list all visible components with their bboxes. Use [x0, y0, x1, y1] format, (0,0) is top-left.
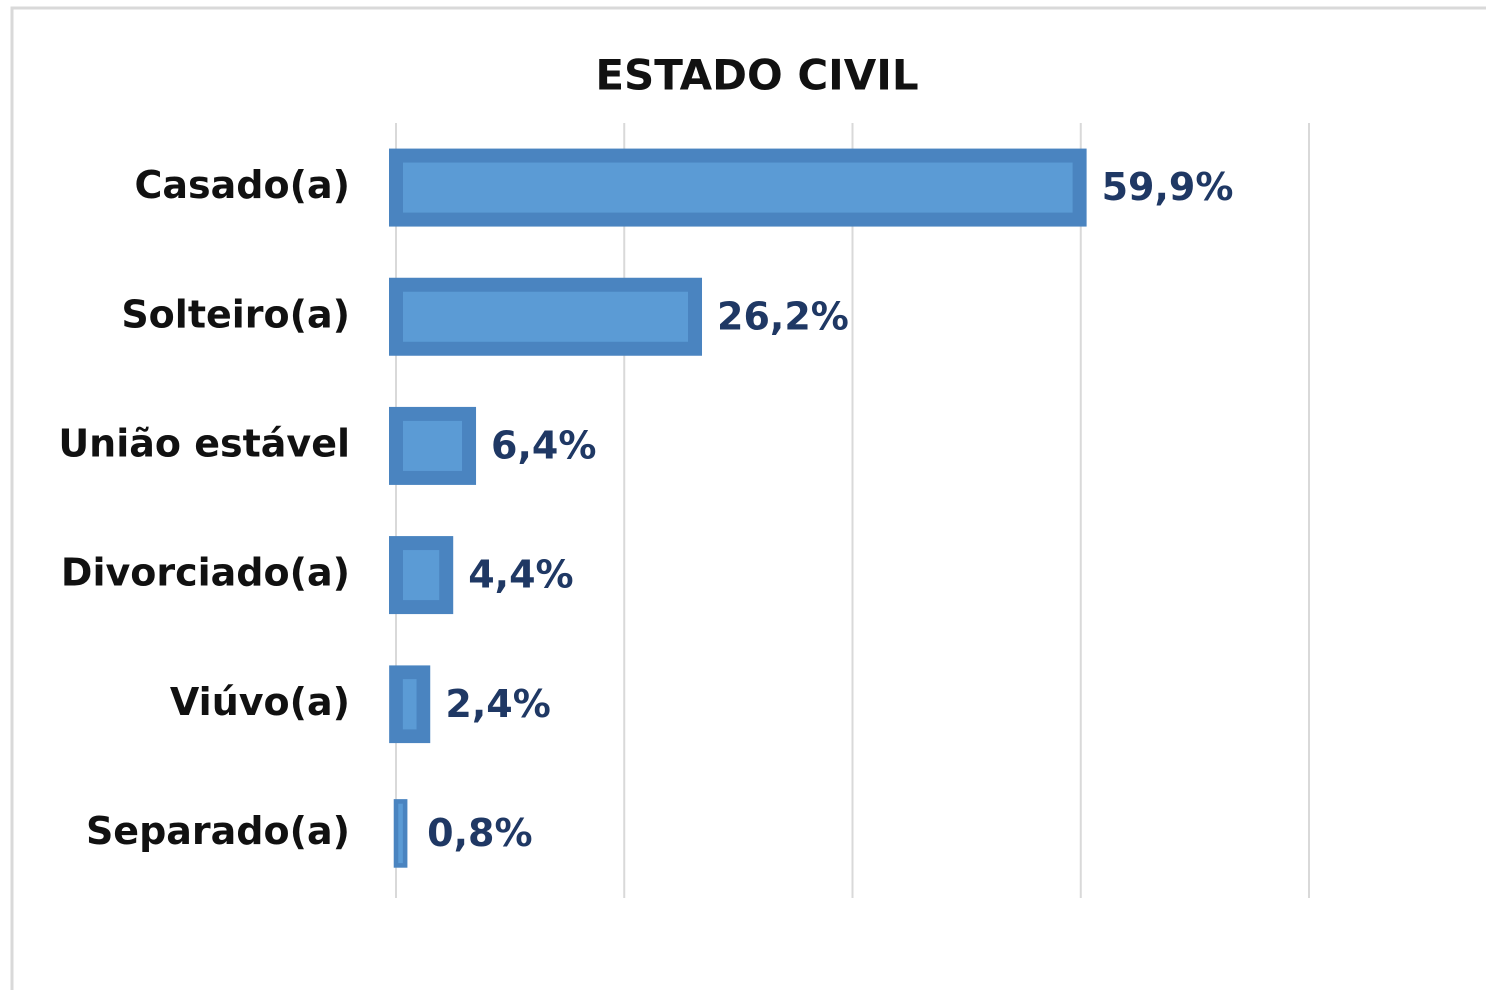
- y-tick-label: Viúvo(a): [170, 680, 350, 724]
- value-label: 26,2%: [717, 294, 849, 338]
- y-tick-label: Casado(a): [135, 163, 350, 207]
- value-label: 59,9%: [1102, 165, 1234, 209]
- y-tick-label: Divorciado(a): [61, 551, 350, 595]
- chart-title: ESTADO CIVIL: [595, 51, 918, 100]
- y-tick-label: Separado(a): [86, 809, 350, 853]
- y-tick-label: Solteiro(a): [121, 292, 350, 336]
- bar: [389, 406, 477, 485]
- bar: [389, 148, 1087, 227]
- bar: [393, 799, 408, 868]
- bar: [389, 536, 454, 615]
- y-tick-label: União estável: [58, 421, 350, 465]
- value-label: 0,8%: [427, 811, 532, 855]
- value-label: 4,4%: [468, 553, 573, 597]
- bar: [389, 665, 431, 744]
- bar: [389, 277, 703, 356]
- value-label: 2,4%: [445, 682, 550, 726]
- value-label: 6,4%: [491, 423, 596, 467]
